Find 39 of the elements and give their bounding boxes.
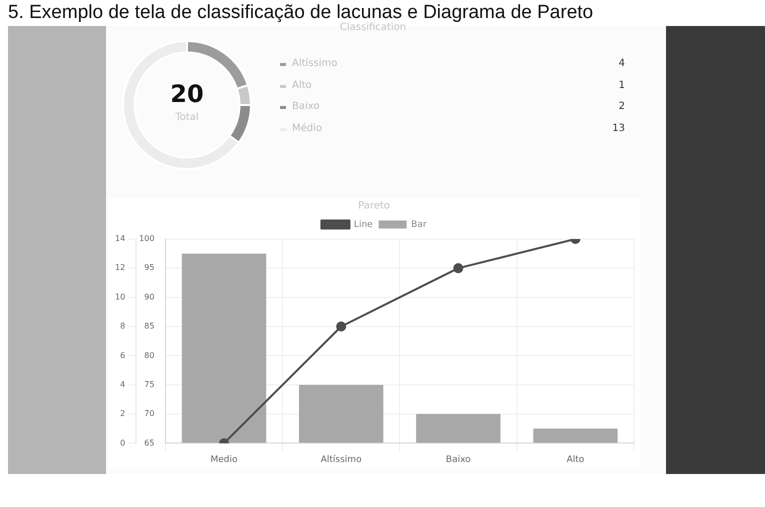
y-tick-label: 8 (120, 322, 126, 331)
y2-tick-label: 95 (144, 263, 154, 272)
y-tick-label: 2 (120, 409, 126, 418)
bar (416, 414, 500, 443)
data-label: 13 (612, 122, 625, 134)
y2-tick-label: 90 (144, 292, 154, 302)
legend-label: Médio (292, 122, 322, 134)
y2-tick-label: 85 (144, 322, 154, 331)
x-tick-label: Alto (566, 454, 585, 465)
data-label: 2 (618, 101, 625, 112)
y2-tick-label: 100 (139, 234, 154, 244)
legend-label: Line (354, 220, 374, 230)
x-tick-label: Baixo (446, 454, 472, 465)
x-tick-label: Medio (210, 454, 238, 465)
y-tick-label: 14 (114, 234, 126, 244)
legend-label: Bar (411, 220, 427, 230)
y-tick-label: 12 (114, 263, 126, 272)
legend-label: Baixo (292, 101, 320, 112)
legend-label: Altíssimo (292, 58, 338, 69)
y-tick-label: 6 (120, 350, 126, 360)
chart-title: Pareto (358, 200, 390, 212)
text: 20 (169, 80, 205, 108)
y2-tick-label: 65 (144, 438, 154, 448)
data-label: 4 (618, 58, 625, 69)
chart-title: Classification (338, 22, 408, 33)
point (336, 322, 346, 332)
bar (182, 254, 266, 443)
y2-tick-label: 70 (144, 409, 154, 418)
y2-tick-label: 75 (144, 380, 154, 389)
y2-tick-label: 80 (144, 350, 154, 360)
bar (533, 428, 618, 443)
y-tick-label: 10 (114, 292, 126, 302)
x-tick-label: Altíssimo (320, 454, 362, 465)
bar (298, 384, 384, 443)
text: 5. Exemplo de tela de classificação de lacunas e Diagrama de Pareto (8, 2, 594, 23)
y-tick-label: 4 (120, 380, 126, 389)
y-tick-label: 0 (120, 438, 126, 448)
data-label: 1 (618, 80, 625, 90)
legend-label: Alto (292, 80, 312, 90)
